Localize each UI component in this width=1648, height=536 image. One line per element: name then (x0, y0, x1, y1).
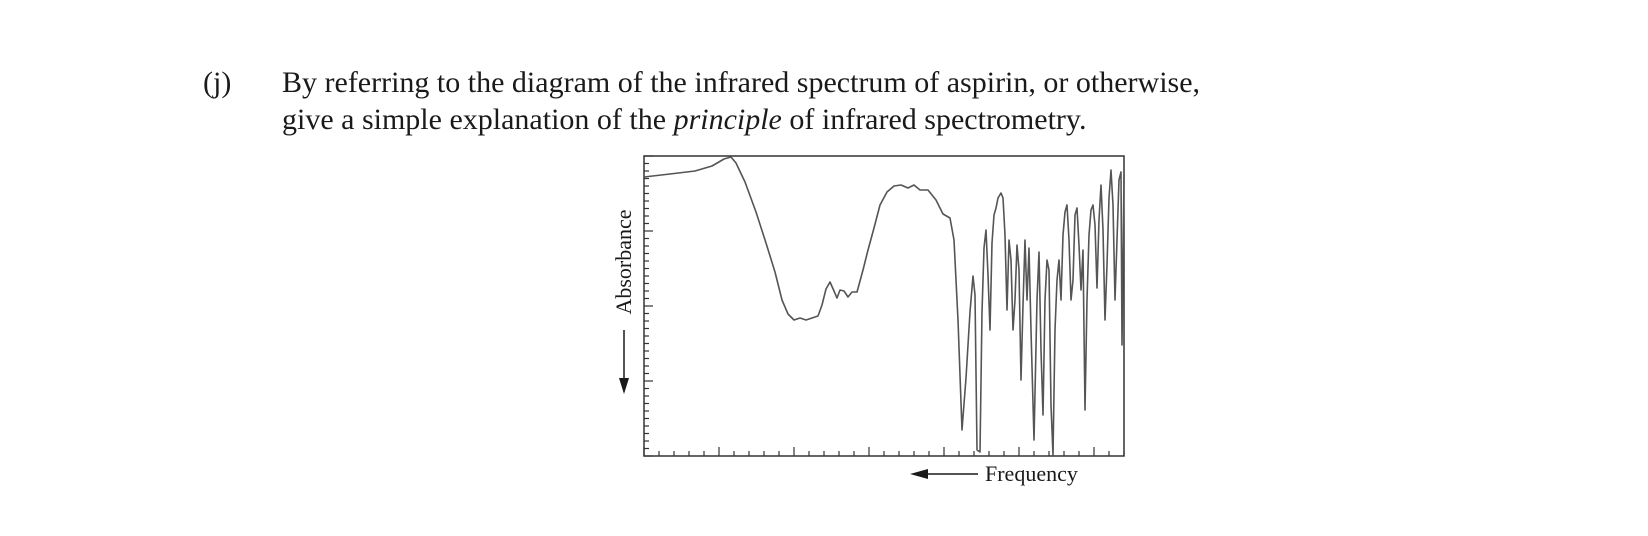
question-text-part: of infrared spectrometry. (781, 103, 1087, 136)
question-text-part: give a simple explanation of the (282, 103, 674, 136)
spectrum-trace (643, 156, 1125, 456)
x-axis-label: Frequency (985, 461, 1078, 486)
y-axis-ticks (644, 155, 653, 457)
question-label: (j) (203, 66, 232, 99)
emphasis-principle: principle (673, 103, 782, 136)
y-axis-arrowhead (619, 378, 629, 394)
x-axis-ticks (643, 447, 1125, 456)
x-axis-arrowhead (910, 469, 928, 479)
y-axis-label: Absorbance (611, 209, 636, 314)
question-text-line-1: By referring to the diagram of the infra… (282, 66, 1201, 99)
question-text-line-2: give a simple explanation of the princip… (282, 101, 1086, 139)
